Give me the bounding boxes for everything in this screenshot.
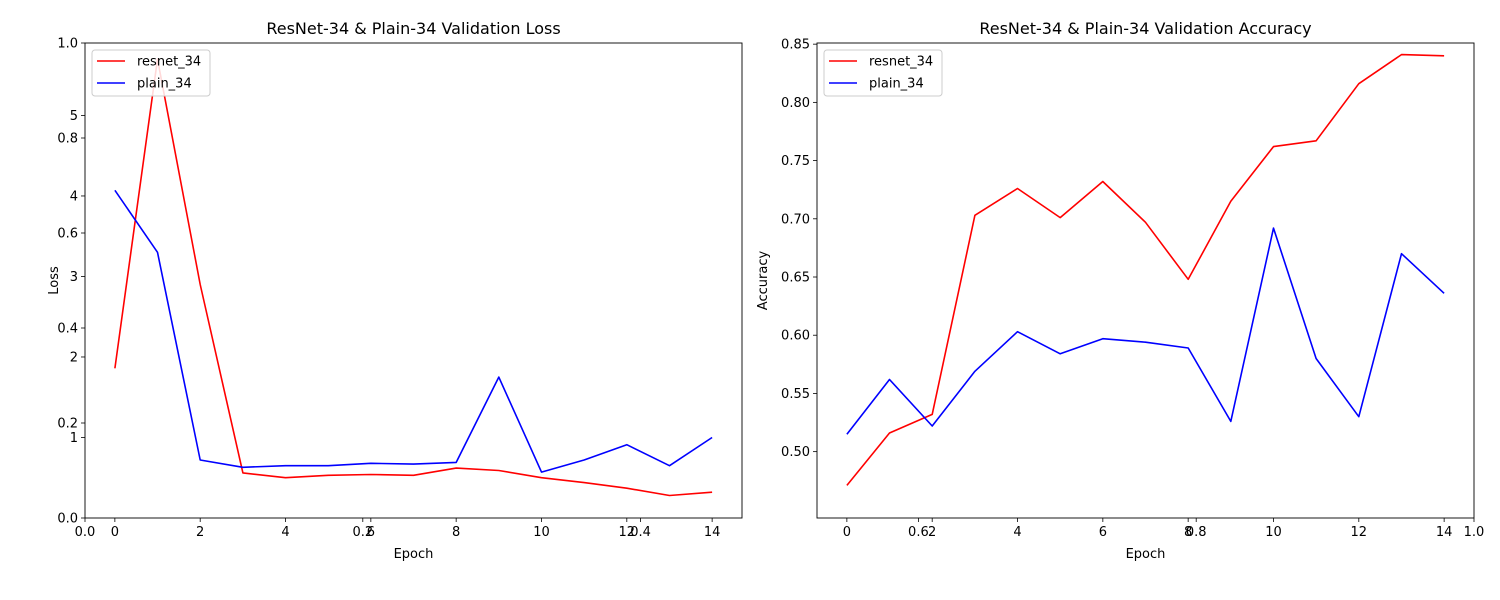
x-tick-label: 8 <box>452 525 460 540</box>
x-tick-label: 0 <box>111 525 119 540</box>
chart-title: ResNet-34 & Plain-34 Validation Loss <box>266 19 560 38</box>
x-axis-label: Epoch <box>394 547 434 562</box>
axes-frame <box>84 42 743 519</box>
legend-label: resnet_34 <box>137 55 201 70</box>
overlay-x-tick-label: 0.4 <box>630 525 651 540</box>
x-tick-label: 12 <box>1351 525 1368 540</box>
y-tick-label: 0.65 <box>781 271 810 286</box>
x-axis-label: Epoch <box>1126 547 1166 562</box>
x-tick-label: 8 <box>1184 525 1192 540</box>
y-axis-label: Loss <box>47 266 62 295</box>
series-line-resnet_34 <box>846 53 1445 486</box>
x-tick-label: 6 <box>1099 525 1107 540</box>
overlay-x-tick-label: 0.8 <box>1186 525 1207 540</box>
y-tick-label: 0.85 <box>781 38 810 53</box>
x-tick-label: 14 <box>1436 525 1453 540</box>
legend-label: resnet_34 <box>869 55 933 70</box>
y-tick-label: 1 <box>70 431 78 446</box>
x-tick-label: 2 <box>196 525 204 540</box>
x-tick-label: 12 <box>619 525 636 540</box>
y-axis-label: Accuracy <box>756 251 771 311</box>
overlay-y-tick-label: 0.8 <box>57 132 78 147</box>
overlay-y-tick-label: 0.0 <box>57 512 78 527</box>
x-tick-label: 0 <box>843 525 851 540</box>
x-tick-label: 2 <box>928 525 936 540</box>
y-tick-label: 0.70 <box>781 212 810 227</box>
x-tick-label: 4 <box>1013 525 1021 540</box>
overlay-x-tick-label: 1.0 <box>1464 525 1485 540</box>
x-tick-label: 10 <box>533 525 550 540</box>
overlay-x-tick-label: 0.0 <box>75 525 96 540</box>
y-tick-label: 0.75 <box>781 154 810 169</box>
series-line-plain_34 <box>114 189 713 473</box>
y-tick-label: 4 <box>70 189 78 204</box>
y-tick-label: 3 <box>70 270 78 285</box>
y-tick-label: 0.50 <box>781 445 810 460</box>
y-tick-label: 0.80 <box>781 96 810 111</box>
x-tick-label: 14 <box>704 525 721 540</box>
overlay-y-tick-label: 0.2 <box>57 417 78 432</box>
y-tick-label: 2 <box>70 350 78 365</box>
overlay-y-tick-label: 0.4 <box>57 322 78 337</box>
axes-frame <box>816 42 1475 519</box>
overlay-y-tick-label: 1.0 <box>57 37 78 52</box>
x-tick-label: 4 <box>281 525 289 540</box>
x-tick-label: 6 <box>367 525 375 540</box>
legend-label: plain_34 <box>869 77 924 92</box>
y-tick-label: 5 <box>70 109 78 124</box>
overlay-y-tick-label: 0.6 <box>57 227 78 242</box>
chart-title: ResNet-34 & Plain-34 Validation Accuracy <box>979 19 1311 38</box>
y-tick-label: 0.55 <box>781 387 810 402</box>
series-line-plain_34 <box>846 227 1445 435</box>
overlay-x-tick-label: 0.2 <box>352 525 373 540</box>
series-line-resnet_34 <box>114 58 713 497</box>
x-tick-label: 10 <box>1265 525 1282 540</box>
y-tick-label: 0.60 <box>781 329 810 344</box>
legend-label: plain_34 <box>137 77 192 92</box>
overlay-x-tick-label: 0.6 <box>908 525 929 540</box>
